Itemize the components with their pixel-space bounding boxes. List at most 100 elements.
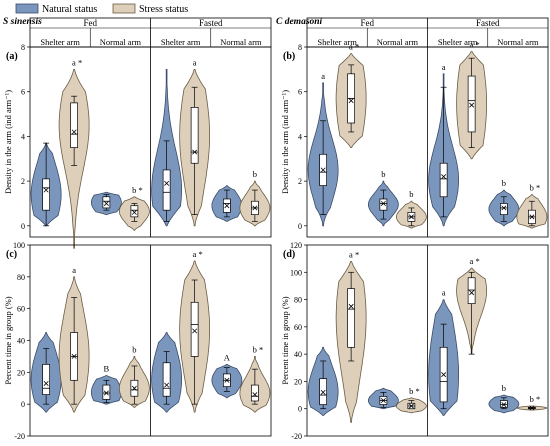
box [467,277,476,305]
mean-marker [408,403,414,409]
y-tick-label: 0 [21,222,25,231]
significance-label: b * [530,394,541,404]
significance-label: a [442,62,446,72]
mean-marker [380,200,386,206]
mean-marker [131,385,137,391]
mean-marker [501,205,507,211]
box [439,162,448,198]
y-tick-label: 2 [21,177,25,186]
significance-label: b [132,344,136,354]
y-tick-label: 2 [298,177,302,186]
significance-label: a [193,57,197,67]
box [102,384,111,400]
y-tick-label: 80 [17,273,25,282]
box [500,400,508,408]
group-label: Fed [361,18,375,28]
group-label: Fed [84,18,98,28]
box [500,203,508,215]
legend-swatch-stress [112,3,136,14]
box [319,378,327,405]
arm-label: Shelter arm [161,37,201,47]
mean-marker [71,129,77,135]
y-tick-label: 60 [294,323,302,332]
y-tick-label: 4 [21,132,25,141]
legend-label-stress: Stress status [139,4,188,15]
box [162,169,171,211]
mean-marker [131,209,137,215]
arm-label: Shelter arm [438,37,478,47]
arm-label: Shelter arm [317,37,357,47]
mean-marker [164,382,170,388]
y-tick-label: 8 [21,43,25,52]
mean-marker [320,167,326,173]
mean-marker [441,174,447,180]
box [347,288,355,348]
species-title: C demasoni [276,17,323,27]
panel-label: (a) [6,51,18,62]
y-tick-label: 4 [298,132,302,141]
panel-label: (c) [6,249,17,260]
y-tick-label: 20 [294,377,302,386]
box [42,178,50,211]
box [379,198,388,211]
significance-label: b [253,169,257,179]
y-tick-label: 60 [17,305,25,314]
significance-label: a * [349,249,359,259]
panel-d: -20 0 20 40 60 80 100 120 Percent time in group … [280,241,549,441]
significance-label: a * [470,256,480,266]
significance-label: b * [530,183,541,193]
mean-marker [348,303,354,309]
y-tick-label: 40 [294,350,302,359]
significance-label: b [502,383,506,393]
significance-label: a * [72,57,82,67]
arm-label: Normal arm [377,37,419,47]
mean-marker [529,214,535,220]
box [251,384,259,402]
mean-marker [320,389,326,395]
box [190,107,199,164]
mean-marker [71,353,77,359]
mean-marker [192,149,198,155]
y-tick-label: 100 [13,241,25,250]
mean-marker [501,402,507,408]
mean-marker [252,205,258,211]
mean-marker [43,187,49,193]
y-axis-label: Density in the arm (ind arm⁻¹) [3,90,13,194]
significance-label: b * [253,344,264,354]
y-tick-label: 20 [17,368,25,377]
y-axis-label: Percent time in group (%) [280,296,290,384]
arm-label: Normal arm [100,37,142,47]
panel-a: S sinensis Fed Fasted Shelter arm Normal arm… [3,17,272,249]
mean-marker [103,390,109,396]
arm-label: Normal arm [497,37,539,47]
species-title: S sinensis [3,17,42,27]
mean-marker [224,203,230,209]
significance-label: b [381,169,385,179]
significance-label: a * [470,39,480,49]
y-tick-label: 6 [21,88,25,97]
y-tick-label: -20 [291,432,302,441]
significance-label: b * [132,185,143,195]
arm-label: Normal arm [220,37,262,47]
y-tick-label: 40 [17,337,25,346]
box [190,301,199,357]
mean-marker [529,405,535,411]
y-tick-label: 0 [298,222,302,231]
panel-label: (d) [283,249,295,260]
y-tick-label: 8 [298,43,302,52]
significance-label: B [104,364,110,374]
group-label: Fasted [476,18,500,28]
y-tick-label: -20 [14,432,25,441]
panel-b: C demasoni Fed Fasted Shelter arm Normal arm… [276,17,549,238]
mean-marker [164,180,170,186]
mean-marker [43,380,49,386]
significance-label: b * [409,386,420,396]
y-tick-label: 80 [294,296,302,305]
y-tick-label: 120 [290,241,302,250]
arm-label: Shelter arm [40,37,80,47]
y-axis-label: Density in the arm (ind arm⁻¹) [280,90,290,194]
y-tick-label: 6 [298,88,302,97]
legend-label-natural: Natural status [42,4,97,15]
box [467,75,476,133]
